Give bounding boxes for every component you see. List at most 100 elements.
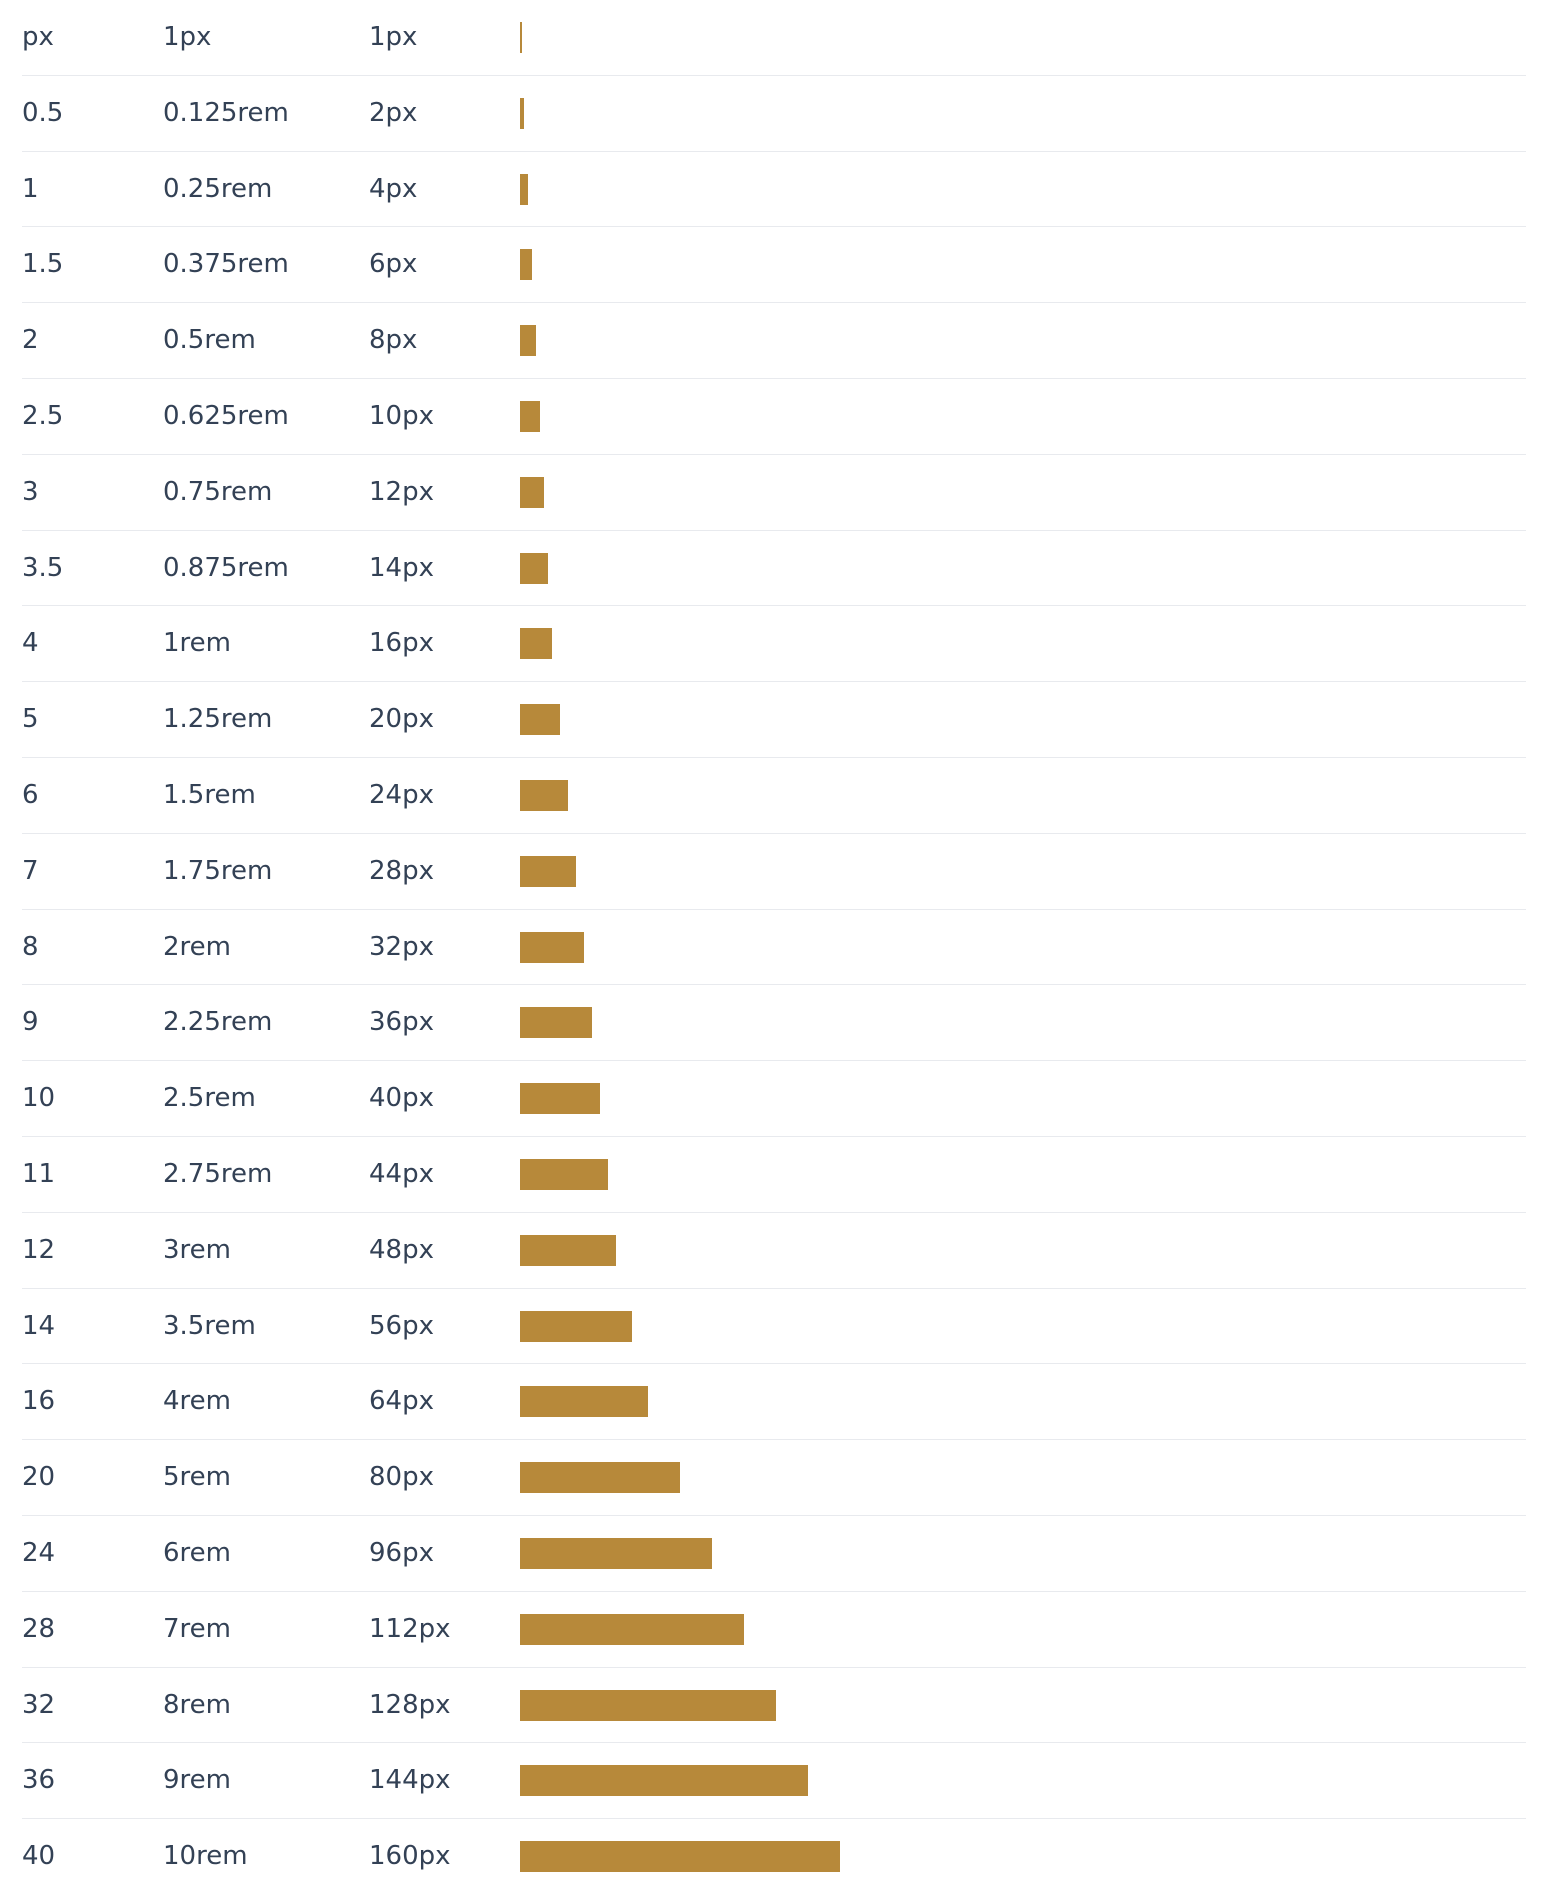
table-row: 1 0.25rem 4px — [22, 152, 1526, 228]
spacing-size: 2rem — [163, 931, 231, 962]
spacing-pixels: 48px — [369, 1234, 434, 1265]
spacing-name: 40 — [22, 1841, 56, 1872]
spacing-size: 1px — [163, 22, 212, 52]
spacing-name: 1 — [22, 173, 39, 204]
table-row: 14 3.5rem 56px — [22, 1289, 1526, 1365]
spacing-pixels: 56px — [369, 1310, 434, 1341]
spacing-bar — [520, 931, 584, 963]
table-row: 11 2.75rem 44px — [22, 1137, 1526, 1213]
spacing-size: 0.375rem — [163, 249, 289, 280]
spacing-pixels: 12px — [369, 476, 434, 507]
table-row: 32 8rem 128px — [22, 1668, 1526, 1744]
spacing-name: 28 — [22, 1613, 56, 1644]
spacing-bar — [520, 779, 568, 811]
table-row: 7 1.75rem 28px — [22, 834, 1526, 910]
spacing-bar — [520, 704, 560, 736]
spacing-pixels: 36px — [369, 1007, 434, 1038]
spacing-name: 6 — [22, 779, 39, 810]
spacing-pixels: 4px — [369, 173, 418, 204]
spacing-size: 0.75rem — [163, 476, 273, 507]
spacing-name: 36 — [22, 1765, 56, 1796]
spacing-size: 6rem — [163, 1537, 231, 1568]
spacing-table: px 1px 1px 0.5 0.125rem 2px 1 0.25rem 4px 1.5 0.37… — [22, 0, 1526, 1895]
table-row: 1.5 0.375rem 6px — [22, 227, 1526, 304]
spacing-pixels: 64px — [369, 1386, 434, 1417]
table-row: 3 0.75rem 12px — [22, 455, 1526, 531]
spacing-pixels: 96px — [369, 1537, 434, 1568]
spacing-name: 1.5 — [22, 249, 64, 280]
spacing-bar — [520, 1083, 600, 1115]
table-row: 6 1.5rem 24px — [22, 758, 1526, 834]
spacing-bar — [520, 855, 576, 887]
spacing-name: 2 — [22, 325, 39, 356]
spacing-size: 2.5rem — [163, 1083, 256, 1114]
spacing-size: 0.25rem — [163, 173, 273, 204]
spacing-pixels: 16px — [369, 628, 434, 659]
spacing-bar — [520, 628, 552, 660]
spacing-pixels: 1px — [369, 22, 418, 52]
spacing-pixels: 128px — [369, 1689, 451, 1720]
spacing-name: 20 — [22, 1462, 56, 1493]
spacing-bar — [520, 249, 532, 281]
spacing-name: 2.5 — [22, 400, 64, 431]
spacing-pixels: 144px — [369, 1765, 451, 1796]
spacing-size: 9rem — [163, 1765, 231, 1796]
spacing-name: 7 — [22, 855, 39, 886]
table-row: 4 1rem 16px — [22, 606, 1526, 683]
table-row: 36 9rem 144px — [22, 1743, 1526, 1820]
spacing-pixels: 112px — [369, 1613, 451, 1644]
table-row: 5 1.25rem 20px — [22, 682, 1526, 758]
spacing-size: 1rem — [163, 628, 231, 659]
spacing-pixels: 2px — [369, 97, 418, 128]
spacing-pixels: 40px — [369, 1083, 434, 1114]
table-row: 12 3rem 48px — [22, 1213, 1526, 1289]
spacing-bar — [520, 476, 544, 508]
spacing-name: 12 — [22, 1234, 56, 1265]
spacing-pixels: 14px — [369, 552, 434, 583]
spacing-size: 0.5rem — [163, 325, 256, 356]
spacing-bar — [520, 173, 528, 205]
table-row: 0.5 0.125rem 2px — [22, 76, 1526, 152]
spacing-name: 3 — [22, 476, 39, 507]
spacing-bar — [520, 1234, 616, 1266]
spacing-bar — [520, 1158, 608, 1190]
spacing-size: 3.5rem — [163, 1310, 256, 1341]
spacing-bar — [520, 1841, 840, 1873]
spacing-pixels: 24px — [369, 779, 434, 810]
table-row: 28 7rem 112px — [22, 1592, 1526, 1668]
table-row: 20 5rem 80px — [22, 1440, 1526, 1516]
spacing-pixels: 32px — [369, 931, 434, 962]
spacing-pixels: 20px — [369, 704, 434, 735]
spacing-size: 7rem — [163, 1613, 231, 1644]
spacing-name: px — [22, 22, 54, 52]
table-row: 3.5 0.875rem 14px — [22, 531, 1526, 607]
spacing-size: 2.25rem — [163, 1007, 273, 1038]
spacing-bar — [520, 1462, 680, 1494]
spacing-name: 11 — [22, 1158, 56, 1189]
spacing-size: 4rem — [163, 1386, 231, 1417]
spacing-size: 1.75rem — [163, 855, 273, 886]
spacing-name: 4 — [22, 628, 39, 659]
spacing-size: 5rem — [163, 1462, 231, 1493]
spacing-name: 5 — [22, 704, 39, 735]
spacing-pixels: 28px — [369, 855, 434, 886]
table-row: 9 2.25rem 36px — [22, 985, 1526, 1062]
table-row: px 1px 1px — [22, 0, 1526, 76]
spacing-name: 32 — [22, 1689, 56, 1720]
spacing-bar — [520, 1007, 592, 1039]
spacing-name: 9 — [22, 1007, 39, 1038]
spacing-bar — [520, 1386, 648, 1418]
spacing-size: 3rem — [163, 1234, 231, 1265]
spacing-pixels: 160px — [369, 1841, 451, 1872]
spacing-size: 1.25rem — [163, 704, 273, 735]
spacing-bar — [520, 22, 522, 53]
table-row: 8 2rem 32px — [22, 910, 1526, 986]
spacing-pixels: 80px — [369, 1462, 434, 1493]
table-row: 10 2.5rem 40px — [22, 1061, 1526, 1137]
spacing-size: 10rem — [163, 1841, 248, 1872]
spacing-size: 0.625rem — [163, 400, 289, 431]
spacing-size: 2.75rem — [163, 1158, 273, 1189]
spacing-name: 16 — [22, 1386, 56, 1417]
table-row: 40 10rem 160px — [22, 1819, 1526, 1895]
